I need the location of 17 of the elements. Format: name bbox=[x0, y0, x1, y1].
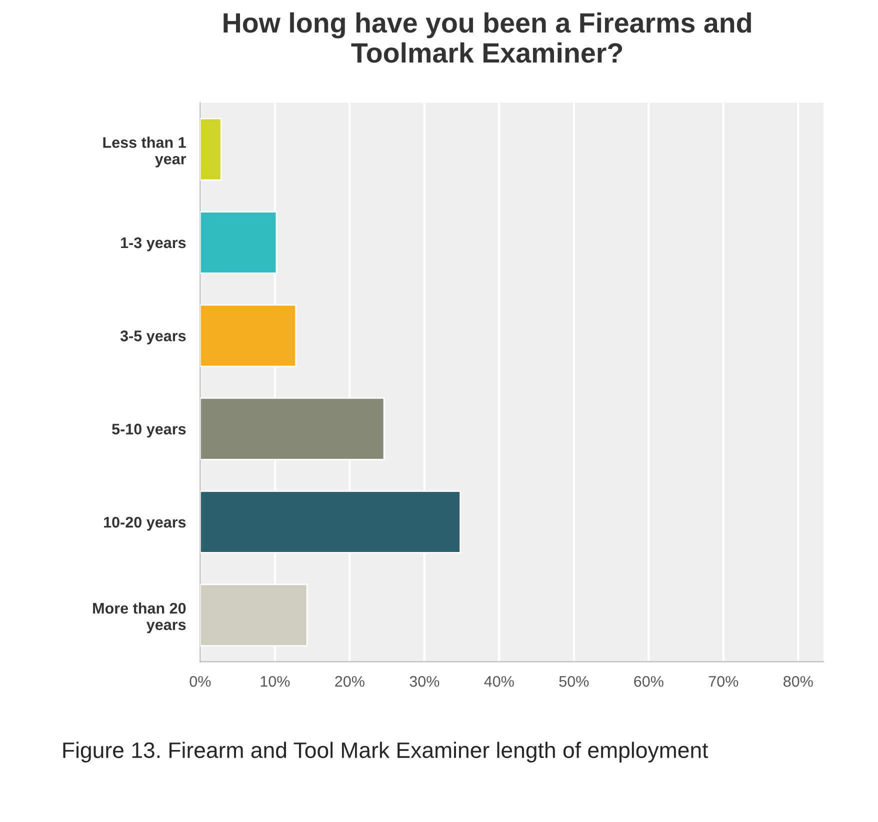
x-tick-label: 50% bbox=[559, 676, 589, 687]
y-tick-label: 10-20 years bbox=[104, 516, 186, 531]
x-tick-label: 40% bbox=[484, 676, 514, 687]
y-tick-label: Less than 1 year bbox=[103, 136, 186, 168]
x-tick-label: 70% bbox=[708, 676, 738, 687]
x-tick-label: 80% bbox=[784, 676, 813, 687]
y-tick-label: 1-3 years bbox=[121, 237, 186, 252]
chart-title: How long have you been a Firearms and Toolmark Examiner? bbox=[224, 12, 751, 63]
y-tick-label: 5-10 years bbox=[112, 424, 186, 438]
x-tick-label: 60% bbox=[634, 676, 664, 687]
y-tick-label: 3-5 years bbox=[120, 330, 186, 344]
x-tick-label: 30% bbox=[410, 676, 440, 687]
x-tick-label: 20% bbox=[335, 676, 364, 687]
x-tick-label: 10% bbox=[260, 676, 290, 687]
caption: Figure 13. Firearm and Tool Mark Examiner length of employment bbox=[63, 742, 708, 762]
x-tick-label: 0% bbox=[190, 676, 211, 687]
y-tick-label: More than 20 years bbox=[93, 602, 186, 634]
